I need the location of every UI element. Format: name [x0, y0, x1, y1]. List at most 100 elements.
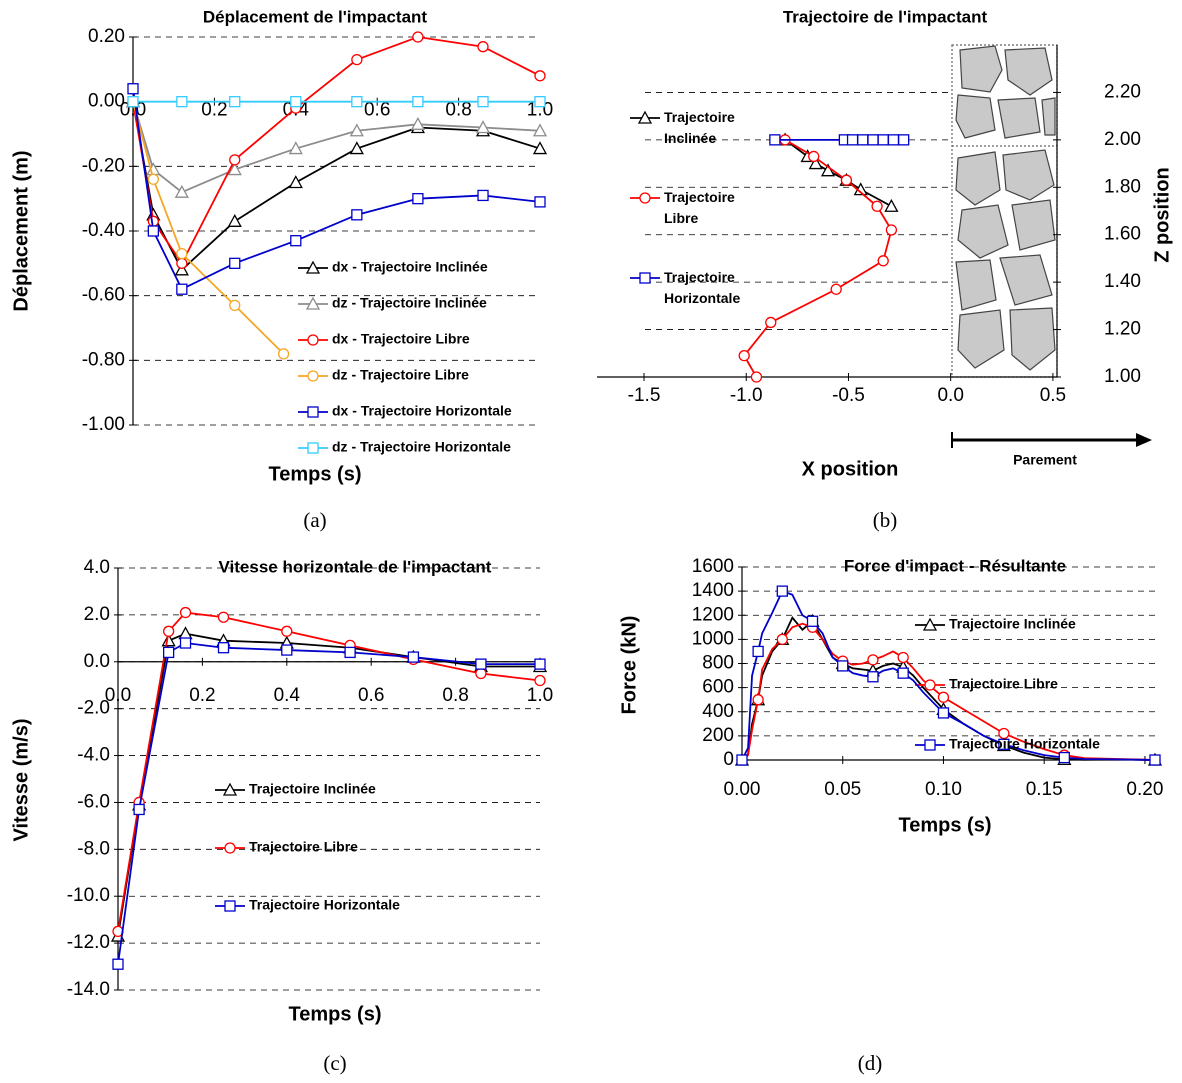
- marker: [290, 235, 302, 247]
- marker: [161, 633, 176, 647]
- marker: [534, 70, 546, 82]
- x-tick-label: 0.8: [445, 100, 471, 121]
- marker: [127, 83, 139, 95]
- y-tick-label: 1200: [692, 604, 734, 625]
- marker: [351, 96, 363, 108]
- marker: [736, 754, 748, 766]
- marker: [227, 213, 242, 227]
- y-tick-label: 0.0: [84, 651, 110, 672]
- x-tick-label: -0.5: [832, 385, 865, 406]
- y-tick-label: 1600: [692, 556, 734, 577]
- marker: [174, 262, 189, 276]
- marker: [288, 141, 303, 155]
- marker: [176, 96, 188, 108]
- marker: [277, 348, 290, 360]
- marker: [127, 96, 139, 108]
- y-tick-label: 1400: [692, 580, 734, 601]
- x-tick-label: 0.6: [364, 100, 390, 121]
- series-line: [117, 632, 540, 937]
- legend-marker: [224, 842, 236, 854]
- legend-marker: [305, 296, 321, 310]
- y-tick-label: 4.0: [84, 557, 110, 578]
- legend-label: Trajectoire Libre: [249, 839, 358, 855]
- x-tick-label: 0.5: [1040, 385, 1066, 406]
- series-line: [743, 139, 893, 378]
- legend-label: dz - Trajectoire Inclinée: [332, 295, 487, 311]
- marker: [217, 611, 230, 623]
- marker: [174, 184, 189, 198]
- series-line: [117, 611, 541, 932]
- y-axis-label: Z position: [1151, 167, 1173, 263]
- marker: [806, 615, 819, 627]
- legend-label: Trajectoire Libre: [664, 189, 735, 226]
- marker: [776, 633, 788, 646]
- x-tick-label: 0.6: [358, 685, 384, 706]
- x-tick-label: 1.0: [527, 685, 553, 706]
- x-tick-label: 0.2: [201, 100, 227, 121]
- marker: [412, 96, 424, 108]
- y-tick-label: -12.0: [67, 932, 110, 953]
- y-tick-label: 2.0: [84, 604, 110, 625]
- legend-marker: [307, 334, 319, 346]
- legend-label: Trajectoire Inclinée: [664, 109, 735, 146]
- y-tick-label: 1.60: [1104, 224, 1141, 245]
- marker: [1058, 751, 1070, 764]
- marker: [162, 625, 175, 637]
- caption: (d): [858, 1051, 883, 1075]
- y-tick-label: 1.80: [1104, 176, 1141, 197]
- marker: [837, 660, 849, 672]
- marker: [534, 96, 546, 108]
- y-tick-label: 0: [723, 749, 734, 770]
- x-axis-label: X position: [802, 458, 899, 480]
- marker: [877, 255, 889, 267]
- marker: [477, 96, 489, 108]
- legend-marker: [637, 110, 653, 124]
- y-tick-label: 400: [702, 701, 734, 722]
- caption: (b): [873, 508, 898, 532]
- y-tick-label: -1.00: [82, 414, 125, 435]
- legend-label: Trajectoire Inclinée: [949, 616, 1076, 632]
- chart-title: Trajectoire de l'impactant: [783, 7, 988, 26]
- legend-marker: [924, 739, 936, 751]
- y-tick-label: -10.0: [67, 885, 110, 906]
- marker: [534, 674, 546, 687]
- y-tick-label: -14.0: [67, 979, 110, 1000]
- x-tick-label: 0.05: [824, 779, 861, 800]
- y-tick-label: 1.00: [1104, 366, 1141, 387]
- marker: [937, 691, 950, 703]
- marker: [477, 189, 489, 202]
- y-tick-label: -0.80: [82, 349, 125, 370]
- x-tick-label: 0.00: [724, 779, 761, 800]
- marker: [867, 654, 879, 666]
- marker: [752, 645, 764, 658]
- marker: [227, 162, 242, 176]
- legend-marker: [639, 272, 651, 284]
- marker: [769, 134, 781, 146]
- legend-label: Trajectoire Libre: [949, 676, 1058, 692]
- legend-label: dx - Trajectoire Libre: [332, 331, 470, 347]
- legend-label: dz - Trajectoire Horizontale: [332, 439, 511, 455]
- marker: [281, 625, 293, 637]
- marker: [179, 637, 192, 649]
- marker: [752, 694, 764, 706]
- y-axis-label: Vitesse (m/s): [10, 718, 32, 841]
- marker: [830, 283, 842, 295]
- y-axis-label: Force (kN): [618, 616, 640, 715]
- marker: [867, 134, 879, 146]
- y-tick-label: 0.20: [88, 26, 125, 47]
- marker: [808, 156, 823, 170]
- marker: [897, 667, 909, 679]
- y-tick-label: 1.40: [1104, 271, 1141, 292]
- marker: [532, 141, 548, 155]
- marker: [477, 41, 489, 53]
- marker: [412, 193, 424, 205]
- legend-label: Trajectoire Horizontale: [664, 269, 741, 306]
- marker: [840, 174, 853, 186]
- y-tick-label: 200: [702, 725, 734, 746]
- marker: [776, 585, 788, 597]
- annotation: Parement: [1013, 452, 1077, 468]
- x-tick-label: 0.0: [937, 385, 963, 406]
- marker: [857, 134, 869, 146]
